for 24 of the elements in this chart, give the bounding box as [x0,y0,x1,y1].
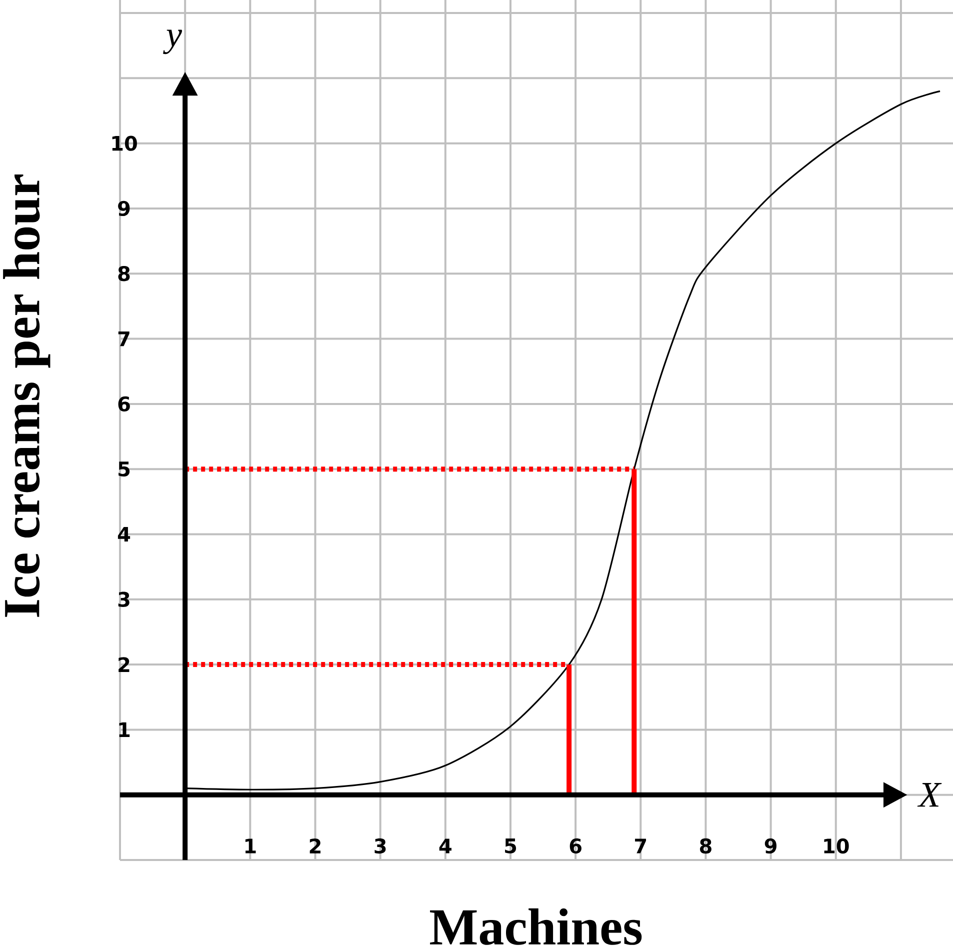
y-axis-title: Ice creams per hour [3,174,50,617]
x-tick-label: 5 [505,838,516,854]
annotation: X [917,783,942,807]
x-tick-label: 8 [700,838,712,854]
y-tick-label: 8 [118,266,130,282]
x-tick-label: 7 [635,838,646,854]
x-tick-label: 6 [570,838,582,854]
y-tick-label: 5 [118,462,130,477]
y-tick-label: 1 [119,722,130,737]
x-tick-label: 1 [245,838,256,854]
y-tick-label: 4 [118,526,130,542]
x-tick-label: 9 [764,838,776,854]
y-tick-label: 2 [118,657,130,672]
y-tick-label: 10 [112,136,137,151]
y-tick-label: 9 [118,200,130,216]
annotation: y [163,30,182,54]
x-tick-label: 2 [310,838,320,854]
x-axis-title: Machines [430,908,642,945]
x-tick-label: 4 [439,838,452,854]
y-tick-label: 6 [118,396,130,412]
x-tick-label: 10 [824,838,849,854]
x-tick-label: 3 [374,838,386,854]
y-tick-label: 3 [118,592,130,607]
y-tick-label: 7 [118,331,130,346]
